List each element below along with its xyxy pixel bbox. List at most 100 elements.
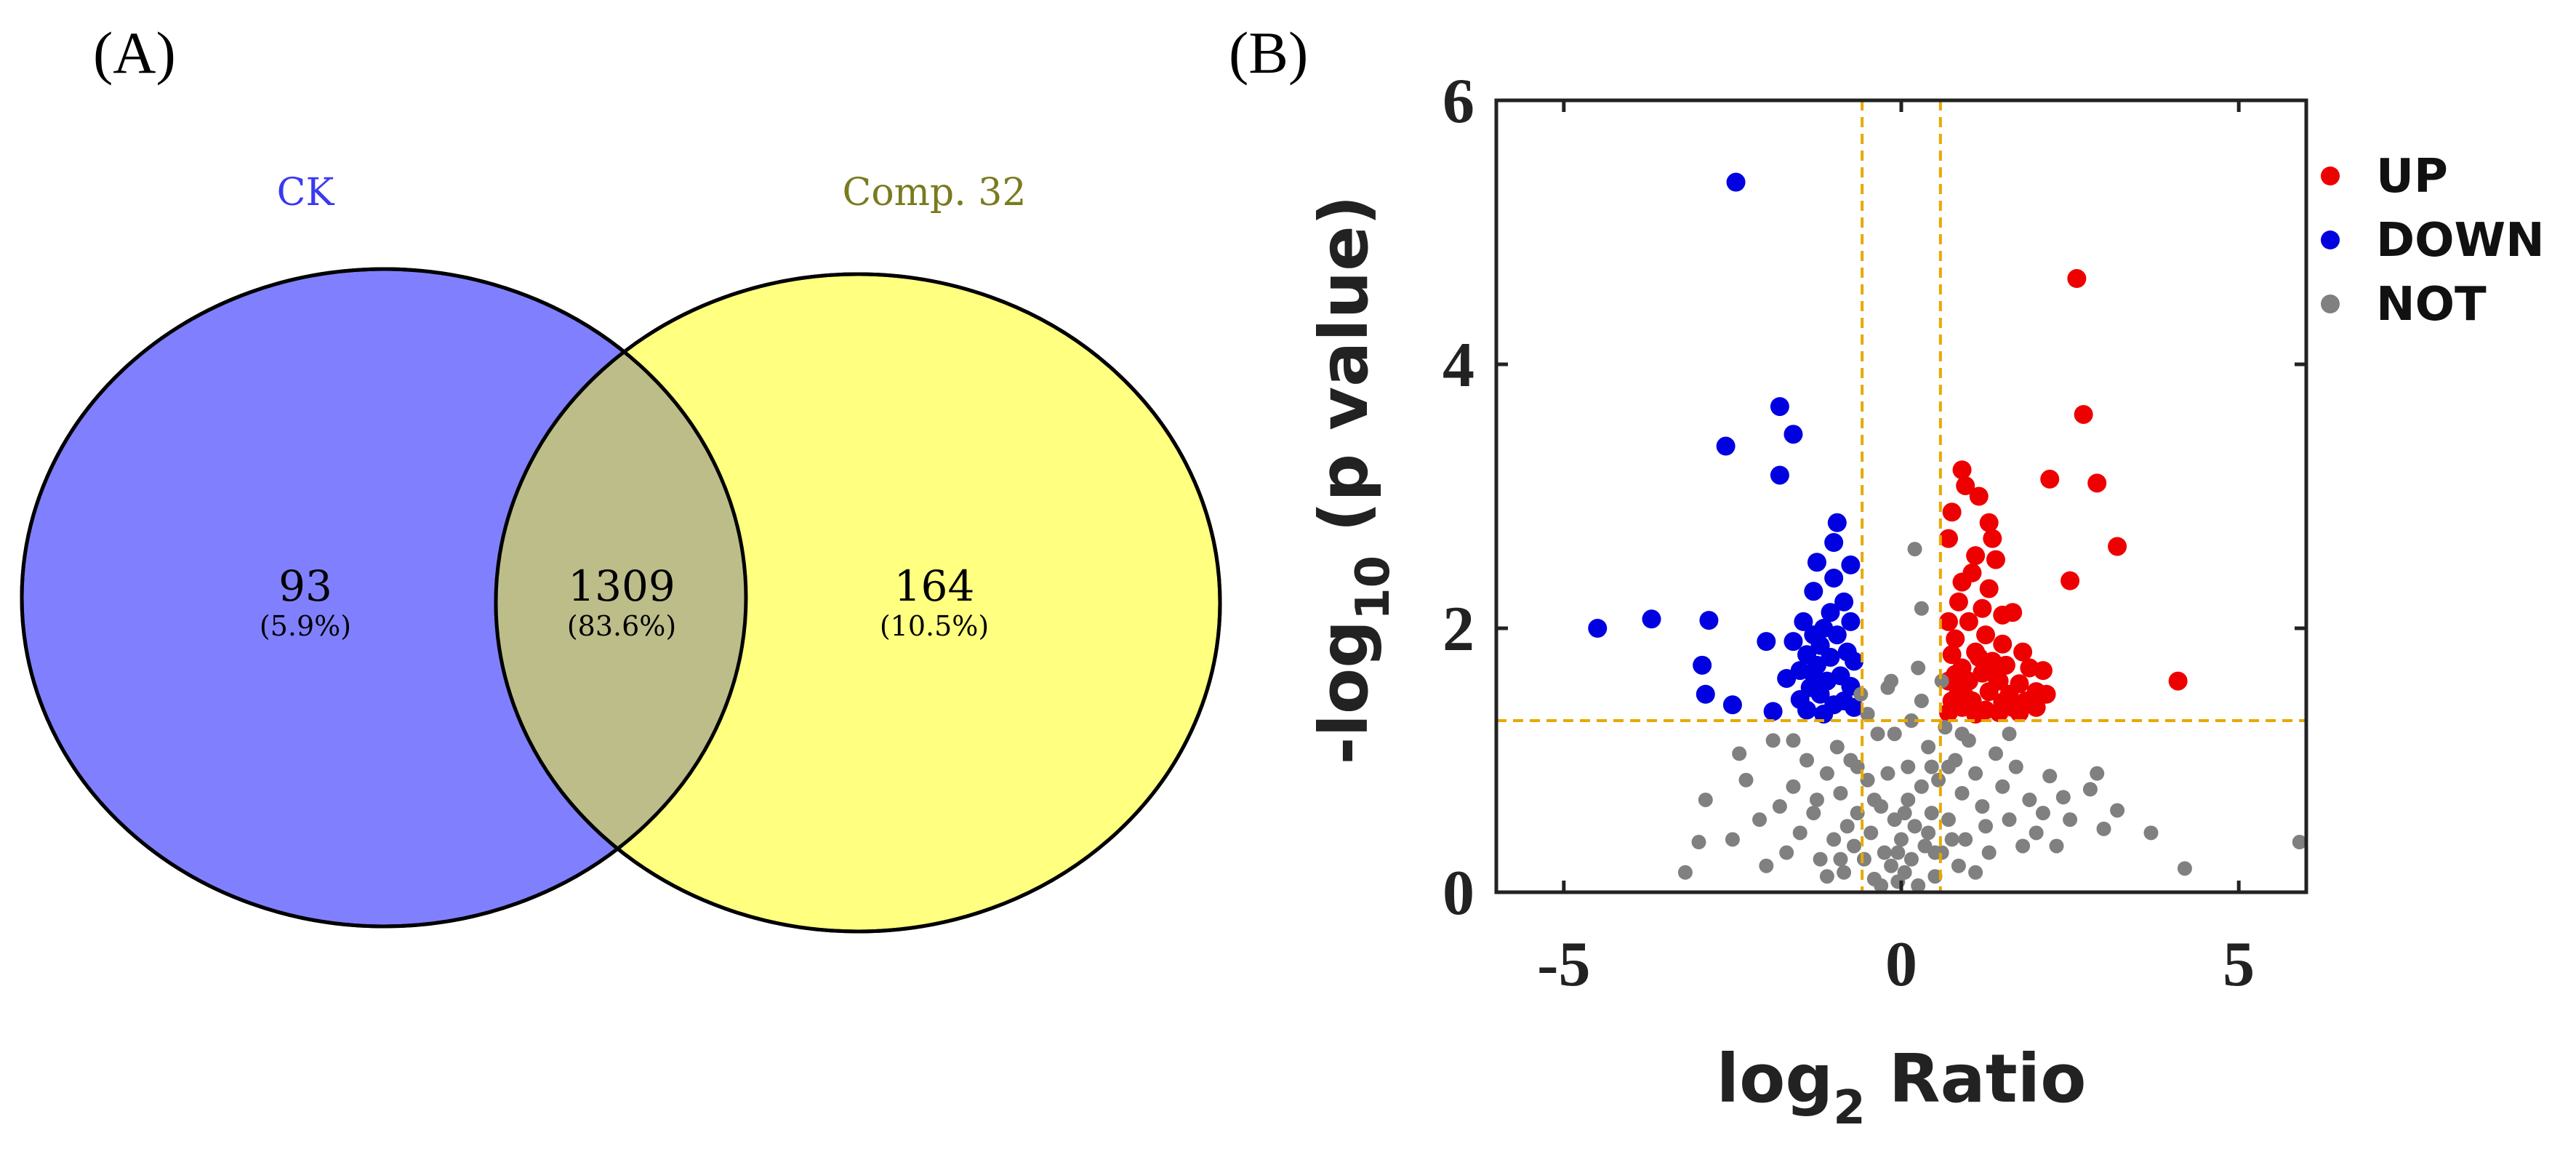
point-up bbox=[1966, 546, 1986, 566]
point-up bbox=[2033, 661, 2053, 681]
point-up bbox=[1946, 629, 1965, 649]
y-axis-label-rest: (p value) bbox=[1305, 195, 1383, 556]
point-up bbox=[2108, 537, 2127, 556]
legend-label-down: DOWN bbox=[2376, 214, 2545, 268]
point-down bbox=[1845, 697, 1864, 717]
point-not bbox=[1870, 726, 1885, 742]
point-up bbox=[1942, 502, 1962, 522]
point-not bbox=[1799, 753, 1815, 768]
point-not bbox=[2035, 806, 2050, 821]
point-not bbox=[1839, 819, 1855, 834]
point-not bbox=[1901, 759, 1916, 774]
point-up bbox=[1983, 529, 2002, 548]
point-up bbox=[1938, 529, 1958, 548]
panel-a-label: (A) bbox=[93, 20, 176, 86]
point-up bbox=[1979, 682, 1999, 702]
point-not bbox=[2029, 825, 2044, 841]
legend-marker-not bbox=[2321, 294, 2340, 313]
venn-pct-intersection: (83.6%) bbox=[567, 610, 676, 642]
point-down bbox=[1722, 695, 1742, 715]
point-not bbox=[1786, 733, 1801, 748]
point-not bbox=[1914, 601, 1929, 616]
point-up bbox=[2026, 697, 2046, 717]
point-down bbox=[1726, 172, 1746, 192]
point-up bbox=[1986, 666, 2005, 686]
legend-marker-up bbox=[2321, 167, 2340, 185]
point-not bbox=[1911, 878, 1926, 893]
point-down bbox=[1699, 611, 1719, 630]
y-tick-label: 2 bbox=[1443, 594, 1474, 665]
point-not bbox=[1772, 799, 1787, 814]
point-up bbox=[1938, 703, 1958, 723]
x-axis-label-rest: Ratio bbox=[1866, 1040, 2087, 1118]
point-up bbox=[1969, 486, 1989, 506]
point-up bbox=[1949, 592, 1968, 612]
point-not bbox=[1732, 746, 1747, 761]
legend-label-up: UP bbox=[2376, 150, 2448, 204]
point-not bbox=[1880, 766, 1895, 781]
point-up bbox=[2040, 469, 2060, 489]
plot-frame bbox=[1494, 98, 2308, 894]
point-not bbox=[1759, 858, 1774, 873]
x-axis-label-main: log bbox=[1717, 1040, 1834, 1118]
point-not bbox=[1786, 779, 1801, 794]
point-not bbox=[1927, 869, 1943, 884]
point-not bbox=[2292, 835, 2307, 850]
point-not bbox=[2096, 821, 2111, 836]
point-up bbox=[1956, 476, 1975, 495]
point-down bbox=[1716, 436, 1736, 456]
y-tick-label: 4 bbox=[1443, 330, 1474, 401]
point-down bbox=[1810, 684, 1830, 704]
point-not bbox=[1921, 825, 1936, 841]
point-not bbox=[1884, 858, 1899, 873]
point-down bbox=[1783, 425, 1803, 444]
point-up bbox=[1966, 704, 1986, 724]
point-not bbox=[2143, 825, 2159, 841]
point-not bbox=[1691, 835, 1706, 850]
point-down bbox=[1841, 612, 1861, 631]
point-up bbox=[2013, 642, 2033, 662]
point-not bbox=[1779, 845, 1794, 860]
point-down bbox=[1696, 684, 1715, 704]
point-down bbox=[1824, 569, 1844, 588]
point-not bbox=[1995, 779, 2010, 794]
point-not bbox=[2082, 782, 2098, 797]
venn-circle-comp-outline bbox=[494, 272, 1222, 934]
venn-pct-comp-only: (10.5%) bbox=[880, 610, 989, 642]
venn-overlap-region bbox=[496, 274, 746, 926]
point-not bbox=[1866, 792, 1882, 807]
venn-pct-ck-only: (5.9%) bbox=[260, 610, 351, 642]
legend-marker-down bbox=[2321, 231, 2340, 249]
point-down bbox=[1794, 612, 1813, 631]
point-up bbox=[1989, 703, 2009, 723]
point-not bbox=[1897, 806, 1912, 821]
point-not bbox=[2042, 769, 2058, 784]
point-not bbox=[1819, 869, 1834, 884]
point-not bbox=[1958, 832, 1973, 847]
point-not bbox=[1931, 772, 1946, 788]
point-not bbox=[1914, 779, 1929, 794]
point-not bbox=[1914, 693, 1929, 708]
point-not bbox=[1826, 832, 1842, 847]
x-tick-label: -5 bbox=[1537, 929, 1590, 1000]
point-down bbox=[1834, 592, 1854, 612]
point-not bbox=[1988, 746, 2003, 761]
point-not bbox=[1968, 865, 1983, 880]
point-not bbox=[1924, 759, 1939, 774]
point-not bbox=[1677, 865, 1693, 880]
point-not bbox=[1903, 852, 1919, 867]
point-not bbox=[1813, 852, 1828, 867]
point-down bbox=[1827, 513, 1847, 532]
point-not bbox=[1924, 806, 1939, 821]
point-up bbox=[2037, 684, 2056, 704]
point-not bbox=[2002, 726, 2017, 742]
point-down bbox=[1642, 609, 1661, 629]
point-not bbox=[1951, 858, 1966, 873]
point-not bbox=[1860, 772, 1875, 788]
point-up bbox=[1952, 460, 1972, 480]
point-not bbox=[1819, 766, 1834, 781]
point-up bbox=[2010, 703, 2029, 723]
point-up bbox=[1973, 598, 1992, 618]
